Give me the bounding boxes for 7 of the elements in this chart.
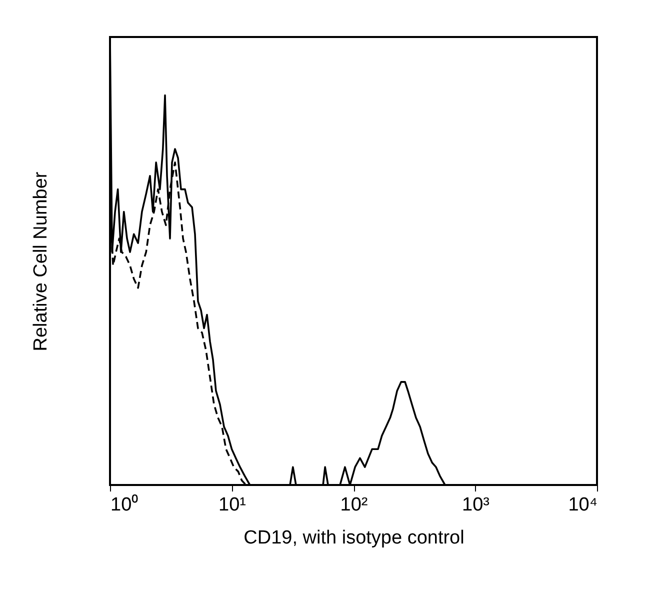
x-tick-label: 10²	[340, 494, 368, 516]
x-tick-label: 10³	[462, 494, 490, 516]
y-axis-title: Relative Cell Number	[30, 171, 52, 352]
x-tick-label: 10⁰	[110, 494, 139, 516]
x-tick-label: 10¹	[218, 494, 246, 516]
x-axis-title: CD19, with isotype control	[244, 528, 464, 548]
x-tick-label: 10⁴	[568, 494, 598, 516]
